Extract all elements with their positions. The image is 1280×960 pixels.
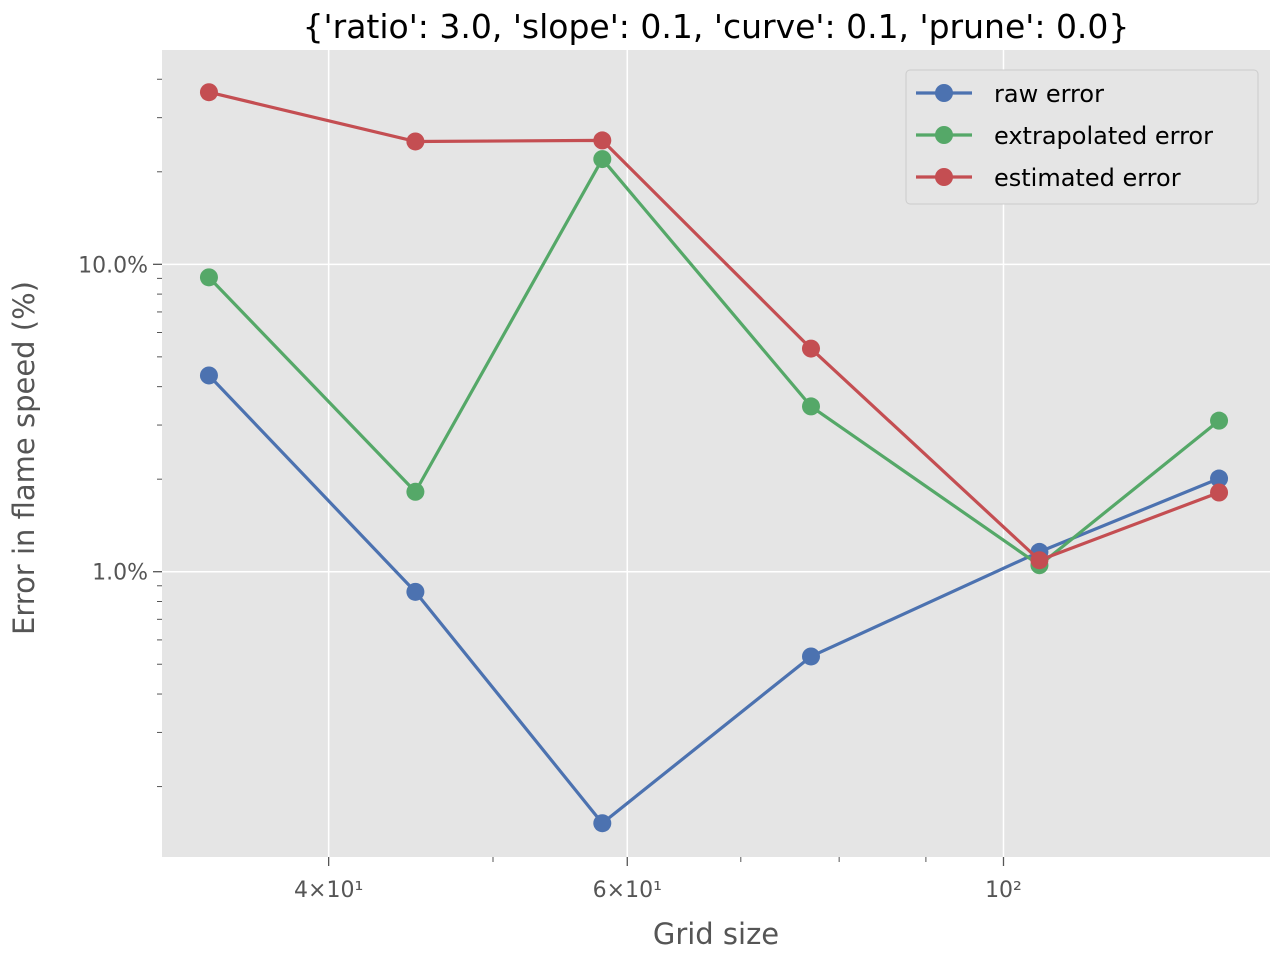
data-point <box>1210 469 1229 488</box>
x-tick-label: 10² <box>985 878 1022 903</box>
legend-marker <box>935 84 953 102</box>
x-tick-label: 6×10¹ <box>593 878 662 903</box>
data-point <box>406 482 425 501</box>
legend-label: estimated error <box>994 164 1181 192</box>
data-point <box>199 366 218 385</box>
data-point <box>593 131 612 150</box>
data-point <box>406 582 425 601</box>
legend-label: extrapolated error <box>994 122 1213 150</box>
series-line <box>207 157 1221 567</box>
data-point <box>199 268 218 287</box>
data-point <box>199 83 218 102</box>
data-point <box>801 647 820 666</box>
data-point <box>1210 411 1229 430</box>
legend-marker <box>935 168 953 186</box>
x-tick-label: 4×10¹ <box>294 878 363 903</box>
data-point <box>1030 551 1049 570</box>
y-tick-label: 10.0% <box>78 253 148 278</box>
series-estimated-error <box>199 83 1229 570</box>
y-axis-label: Error in flame speed (%) <box>7 281 41 635</box>
data-point <box>1210 483 1229 502</box>
data-point <box>593 150 612 169</box>
data-point <box>593 814 612 833</box>
legend-label: raw error <box>994 80 1104 108</box>
y-tick-label: 1.0% <box>92 561 148 586</box>
x-axis-label: Grid size <box>653 917 779 951</box>
data-point <box>801 339 820 358</box>
legend-marker <box>935 126 953 144</box>
series-line <box>208 90 1220 562</box>
data-point <box>801 397 820 416</box>
data-point <box>406 132 425 151</box>
legend: raw error extrapolated error estimated err… <box>905 69 1259 205</box>
chart-title: {'ratio': 3.0, 'slope': 0.1, 'curve': 0.… <box>303 7 1130 46</box>
